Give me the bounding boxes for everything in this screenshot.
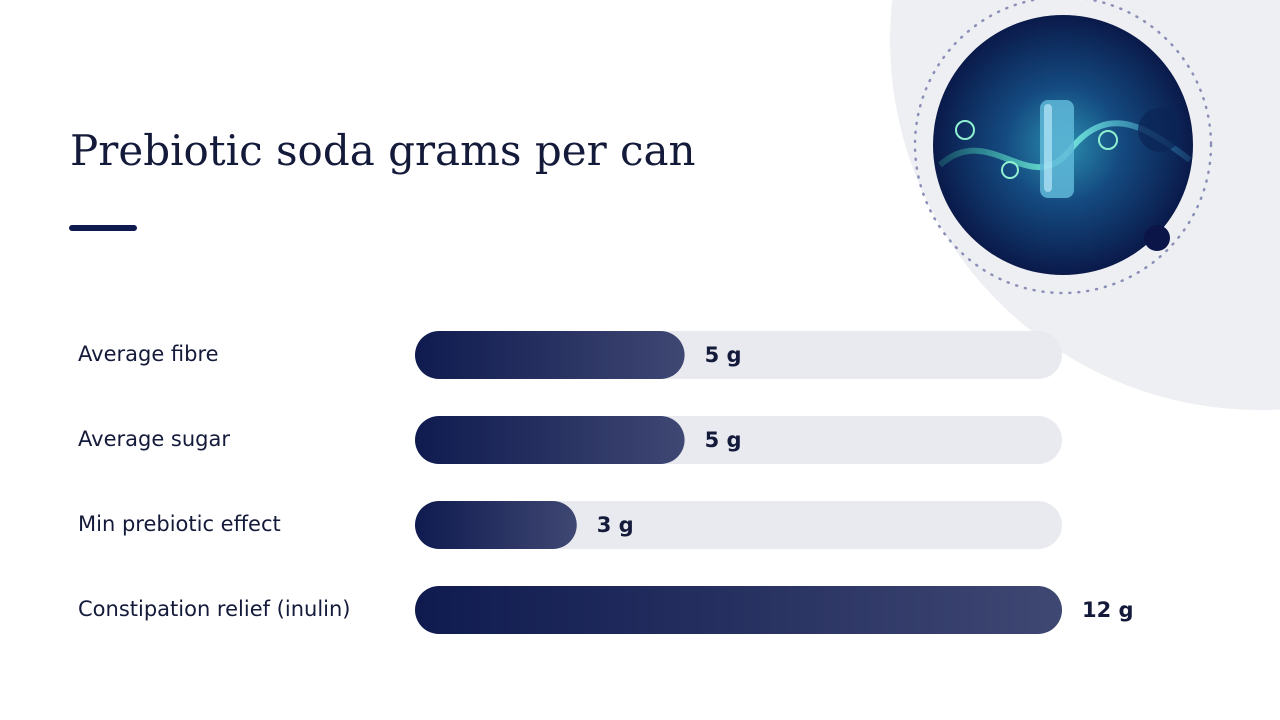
value-label: 5 g [705, 428, 742, 452]
bar [415, 416, 685, 464]
category-label: Min prebiotic effect [78, 512, 281, 536]
chart-title: Prebiotic soda grams per can [70, 126, 696, 175]
value-label: 3 g [597, 513, 634, 537]
title-underline [69, 225, 137, 231]
illustration [933, 15, 1193, 275]
dotted-ring [913, 0, 1213, 295]
accent-dot [1144, 225, 1170, 251]
category-label: Average sugar [78, 427, 230, 451]
bar [415, 586, 1062, 634]
category-label: Average fibre [78, 342, 219, 366]
bar [415, 331, 685, 379]
category-label: Constipation relief (inulin) [78, 597, 351, 621]
value-label: 12 g [1082, 598, 1134, 622]
bar [415, 501, 577, 549]
bar-track [415, 501, 1062, 549]
value-label: 5 g [705, 343, 742, 367]
